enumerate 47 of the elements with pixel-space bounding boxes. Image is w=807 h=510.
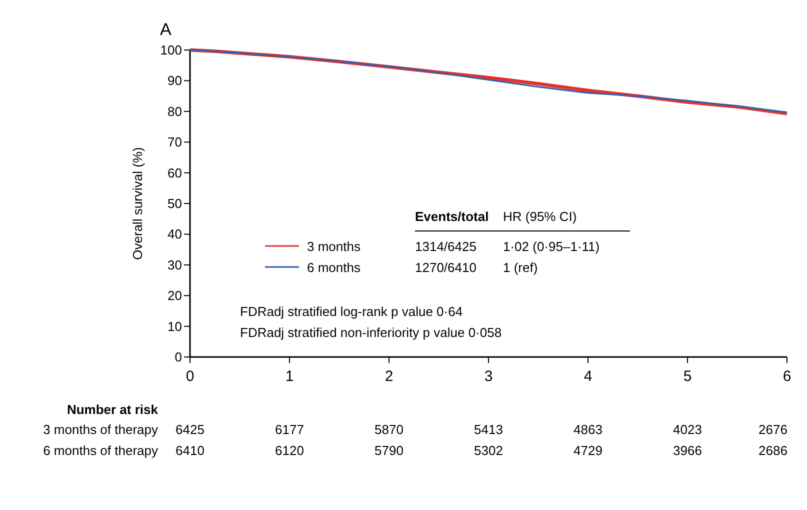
y-tick-label: 70 (168, 134, 182, 150)
y-axis-title: Overall survival (%) (130, 147, 145, 260)
text: 6425 (176, 422, 204, 437)
annotation: 1270/6410 (415, 260, 476, 275)
text: 2676 (758, 422, 788, 437)
y-tick-label: 0 (174, 350, 182, 364)
text: Number at risk (66, 402, 159, 417)
legend-label: 6 months (307, 260, 361, 275)
y-tick-label: 50 (168, 196, 182, 211)
y-tick-label: 40 (168, 226, 182, 242)
text: 5302 (474, 443, 503, 458)
y-tick-label: 100 (160, 42, 182, 58)
annotation: FDRadj stratified log-rank p value 0·64 (240, 304, 463, 319)
text: 5413 (474, 422, 503, 437)
text: 6 months of therapy (43, 443, 158, 458)
y-tick-label: 60 (168, 165, 182, 180)
x-tick-label: 1 (285, 368, 294, 385)
legend-label: 3 months (307, 239, 361, 254)
text: 6177 (275, 422, 304, 437)
text: 2686 (758, 443, 788, 458)
x-tick-label: 3 (484, 368, 493, 385)
y-tick-label: 20 (168, 288, 182, 304)
annotation: 1·02 (0·95–1·11) (503, 239, 600, 254)
x-tick-label: 6 (782, 368, 792, 385)
x-tick-label: 4 (584, 368, 592, 385)
text: 5870 (374, 422, 404, 437)
y-tick-label: 30 (168, 257, 182, 272)
annotation: Events/total (415, 209, 489, 224)
text: 5790 (374, 443, 404, 458)
y-tick-label: 10 (168, 318, 182, 334)
text: 6410 (176, 443, 204, 458)
text: 4023 (673, 422, 702, 437)
y-tick-label: 80 (168, 104, 182, 119)
annotation: HR (95% CI) (503, 209, 577, 224)
annotation: FDRadj stratified non-inferiority p value 0·058 (240, 325, 502, 340)
annotation: 1 (ref) (503, 260, 538, 275)
text: 6120 (275, 443, 304, 458)
text: 3966 (673, 443, 702, 458)
text: 3 months of therapy (43, 422, 158, 437)
text: 4863 (574, 422, 602, 437)
text: 4729 (574, 443, 602, 458)
annotation: 1314/6425 (415, 239, 476, 254)
x-tick-label: 5 (683, 368, 692, 385)
y-tick-label: 90 (168, 73, 182, 88)
chart-title: A (160, 20, 172, 39)
x-tick-label: 2 (384, 368, 394, 385)
x-tick-label: 0 (186, 368, 194, 385)
